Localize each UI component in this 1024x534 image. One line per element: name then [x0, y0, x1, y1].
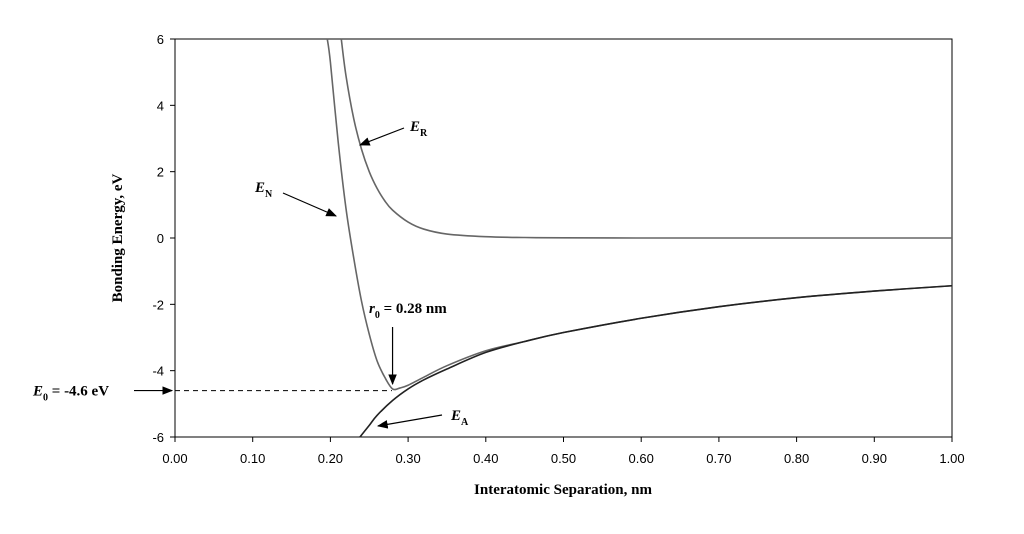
y-tick-label: -6 — [152, 430, 164, 445]
x-tick-label: 0.10 — [240, 451, 265, 466]
x-tick-label: 0.00 — [162, 451, 187, 466]
y-tick-label: 0 — [157, 231, 164, 246]
x-tick-label: 1.00 — [939, 451, 964, 466]
er-arrow — [358, 127, 405, 146]
x-tick-label: 0.50 — [551, 451, 576, 466]
ea-label: EA — [450, 408, 469, 428]
x-tick-label: 0.40 — [473, 451, 498, 466]
annotations-layer: ER EN r0 = 0.28 nm EA E0 = -4.6 eV — [32, 119, 469, 429]
y-tick-label: -2 — [152, 297, 164, 312]
e0-label: E0 = -4.6 eV — [32, 384, 109, 404]
en-label: EN — [254, 180, 273, 200]
x-tick-label: 0.20 — [318, 451, 343, 466]
y-tick-label: 4 — [157, 98, 164, 113]
x-tick-label: 0.70 — [706, 451, 731, 466]
series-line-e-a — [359, 284, 953, 438]
en-arrow — [282, 192, 337, 217]
y-tick-label: -4 — [152, 364, 164, 379]
x-tick-label: 0.90 — [862, 451, 887, 466]
y-tick-label: 6 — [157, 32, 164, 47]
y-tick-label: 2 — [157, 165, 164, 180]
x-tick-label: 0.60 — [629, 451, 654, 466]
series-layer — [326, 38, 953, 438]
x-axis-title: Interatomic Separation, nm — [474, 482, 652, 498]
er-label: ER — [409, 119, 428, 139]
y-axis-title: Bonding Energy, eV — [110, 173, 126, 302]
ea-arrow — [376, 414, 443, 429]
r0-label: r0 = 0.28 nm — [369, 301, 447, 321]
x-tick-label: 0.30 — [395, 451, 420, 466]
x-tick-label: 0.80 — [784, 451, 809, 466]
series-line-e-r — [340, 38, 952, 239]
ticks-layer: 0.00 0.10 0.20 0.30 0.40 0.50 0.60 0.70 0.80 0.90… — [152, 32, 964, 466]
